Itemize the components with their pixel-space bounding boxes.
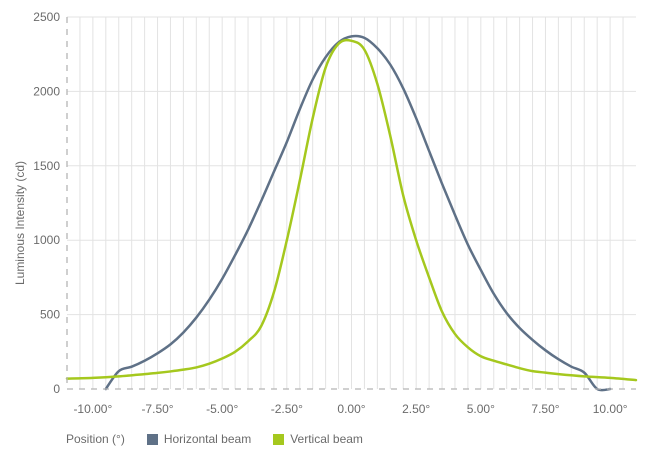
- x-tick-label: 2.50°: [402, 402, 430, 416]
- x-tick-label: -2.50°: [271, 402, 303, 416]
- y-tick-label: 1500: [33, 159, 60, 173]
- y-tick-labels: 0 500 1000 1500 2000 2500: [33, 10, 60, 396]
- y-tick-label: 500: [40, 308, 60, 322]
- x-tick-label: 10.00°: [593, 402, 628, 416]
- x-tick-label: 5.00°: [467, 402, 495, 416]
- x-tick-label: -5.00°: [206, 402, 238, 416]
- legend-label-horizontal: Horizontal beam: [163, 432, 252, 446]
- x-axis-title: Position (°): [66, 432, 125, 446]
- x-tick-labels: -10.00° -7.50° -5.00° -2.50° 0.00° 2.50° 5.00°…: [73, 402, 627, 416]
- y-tick-label: 1000: [33, 233, 60, 247]
- x-tick-label: 0.00°: [337, 402, 365, 416]
- y-tick-label: 2000: [33, 84, 60, 98]
- series-line-vertical-beam: [65, 38, 638, 382]
- y-axis-title: Luminous Intensity (cd): [13, 161, 27, 285]
- x-tick-label: -10.00°: [73, 402, 112, 416]
- legend-label-vertical: Vertical beam: [290, 432, 363, 446]
- series-lines: [65, 34, 638, 392]
- y-tick-label: 0: [53, 382, 60, 396]
- legend-item-horizontal: Horizontal beam: [146, 432, 252, 446]
- x-tick-label: 7.50°: [531, 402, 559, 416]
- legend-swatch-horizontal: [146, 433, 158, 445]
- legend: Position (°) Horizontal beam Vertical be…: [66, 432, 363, 446]
- gridlines: [67, 16, 636, 389]
- axes: [66, 17, 636, 390]
- x-tick-label: -7.50°: [141, 402, 173, 416]
- legend-item-vertical: Vertical beam: [273, 432, 363, 446]
- legend-swatch-vertical: [273, 433, 285, 445]
- y-tick-label: 2500: [33, 10, 60, 24]
- series-line-horizontal-beam: [104, 34, 612, 392]
